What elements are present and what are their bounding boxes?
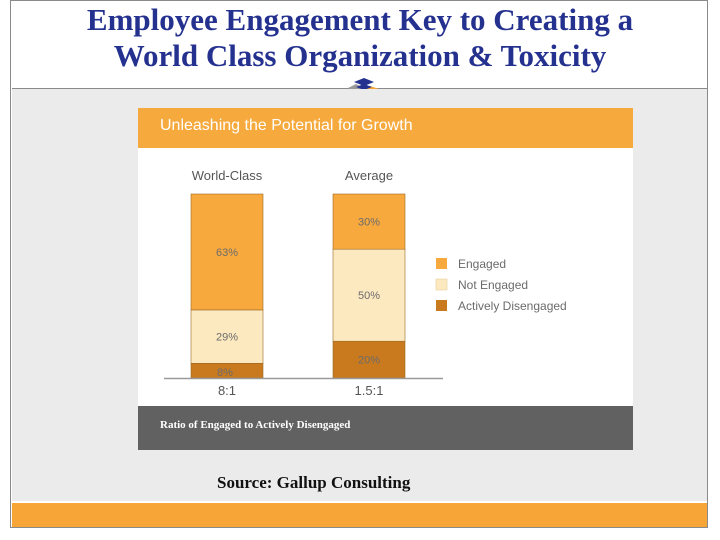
legend-swatch <box>436 258 447 269</box>
bar-segment <box>190 193 264 311</box>
legend-label: Actively Disengaged <box>458 299 567 313</box>
data-label: 30% <box>358 217 380 229</box>
legend-swatch <box>435 278 448 291</box>
ratio-label: 1.5:1 <box>355 383 384 398</box>
ratio-label: 8:1 <box>218 383 236 398</box>
bar-segment <box>190 309 264 364</box>
data-label: 50% <box>358 290 380 302</box>
data-label: 20% <box>358 355 380 367</box>
legend-swatch <box>436 300 447 311</box>
data-label: 29% <box>216 332 238 344</box>
footer-band <box>12 503 707 527</box>
bar-segment <box>332 193 406 250</box>
stacked-bar-chart: World-Class Average 8% 29% 63% 8:1 20% 50% 30% 1.… <box>164 168 567 398</box>
chart-footer-text: Ratio of Engaged to Actively Disengaged <box>160 419 351 431</box>
slide-title: Employee Engagement Key to Creating a Wo… <box>12 2 708 74</box>
data-label: 63% <box>216 247 238 259</box>
chart-title: Unleashing the Potential for Growth <box>160 117 413 134</box>
legend-label: Engaged <box>458 257 506 271</box>
bar-segment <box>332 248 406 342</box>
chart-header: Unleashing the Potential for Growth <box>138 108 633 148</box>
category-label: Average <box>345 168 393 183</box>
chart-card: Unleashing the Potential for Growth Worl… <box>138 108 633 450</box>
category-label: World-Class <box>192 168 263 183</box>
slide-title-line-1: Employee Engagement Key to Creating a <box>86 2 634 37</box>
slide-title-line-2: World Class Organization & Toxicity <box>113 38 607 73</box>
source-credit: Source: Gallup Consulting <box>217 473 411 492</box>
bar-segment <box>332 340 406 379</box>
data-label: 8% <box>217 367 233 379</box>
legend-label: Not Engaged <box>458 278 528 292</box>
chart-footer: Ratio of Engaged to Actively Disengaged <box>138 406 633 450</box>
